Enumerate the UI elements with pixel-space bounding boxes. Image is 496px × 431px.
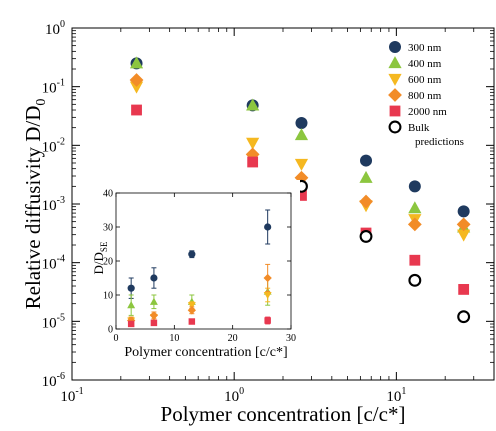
legend-marker (388, 120, 402, 134)
main-data-points (129, 56, 471, 324)
inset-axis-ticks: 0 10 20 30 0 10 20 30 40 (103, 189, 296, 345)
inset-x-tick-label: 0 (114, 333, 119, 344)
inset-data-point (264, 223, 272, 231)
data-point (408, 273, 422, 287)
legend-marker (388, 73, 402, 86)
data-point (131, 104, 142, 116)
data-point (246, 98, 260, 111)
inset-series-800-nm (127, 263, 272, 325)
legend-label: 2000 nm (408, 106, 447, 118)
inset-data-point (187, 302, 196, 310)
series-bulk-predictions (295, 179, 471, 324)
inset-x-tick-label: 30 (286, 333, 296, 344)
inset-y-tick-label: 20 (103, 257, 113, 268)
y-tick-label: 100 (45, 19, 65, 38)
inset-x-tick-label: 20 (228, 333, 238, 344)
legend: 300 nm 400 nm 600 nm 800 nm 2000 nm Bulk predi… (388, 41, 464, 148)
y-tick-label: 10-5 (42, 312, 65, 331)
data-point (129, 73, 144, 87)
legend-label: 800 nm (408, 90, 442, 102)
inset-data-point (149, 297, 158, 305)
inset-series-2000-nm (127, 316, 271, 328)
data-point (408, 180, 421, 193)
legend-label: 600 nm (408, 74, 442, 86)
inset-background (100, 180, 300, 365)
y-tick-label: 10-3 (42, 195, 65, 214)
legend-marker (389, 41, 401, 53)
y-tick-label: 10-6 (42, 371, 65, 390)
data-point (129, 56, 144, 69)
inset-data-point (187, 306, 196, 315)
x-tick-label: 101 (386, 386, 406, 405)
data-point (408, 201, 422, 214)
y-tick-label: 10-1 (42, 78, 65, 97)
main-y-axis-label: Relative diffusivity D/D0 (21, 99, 49, 310)
inset-data-point (150, 274, 158, 282)
inset-x-tick-label: 10 (169, 333, 179, 344)
data-point (359, 170, 373, 183)
inset-y-tick-label: 40 (103, 189, 113, 200)
data-point (246, 137, 260, 150)
legend-label: 400 nm (408, 58, 442, 70)
data-point (360, 154, 373, 167)
inset-data-point (127, 301, 136, 309)
inset-series-300-nm (127, 209, 272, 299)
data-point (294, 170, 309, 185)
inset-x-axis-label: Polymer concentration [c/c*] (124, 345, 287, 360)
inset-y-axis-label: D/DSE (91, 241, 109, 274)
data-point (296, 190, 307, 201)
inset-data-point (263, 291, 272, 300)
data-point (295, 117, 308, 130)
inset-data-point (264, 317, 271, 324)
inset-y-tick-label: 10 (103, 291, 113, 302)
data-point (457, 229, 471, 242)
inset-data-point (149, 311, 159, 320)
inset-y-tick-label: 0 (108, 325, 113, 336)
data-point (294, 158, 309, 171)
inset-data-point (188, 318, 196, 325)
legend-marker (388, 56, 402, 69)
data-point (456, 217, 471, 232)
data-point (457, 310, 471, 324)
inset-data-point (150, 319, 158, 327)
legend-label: Bulk (408, 122, 430, 134)
data-point (407, 217, 422, 232)
inset-y-tick-label: 30 (103, 223, 113, 234)
x-tick-label: 10-1 (60, 386, 83, 405)
data-point (359, 229, 373, 243)
main-x-axis-label: Polymer concentration [c/c*] (161, 402, 406, 426)
inset-data-point (188, 250, 196, 258)
legend-marker (388, 88, 402, 102)
legend-marker (389, 105, 401, 117)
legend-label-line2: predictions (415, 136, 464, 148)
data-point (129, 81, 144, 94)
data-point (458, 284, 470, 295)
data-point (359, 194, 373, 209)
data-point (294, 128, 309, 141)
inset-data-point (127, 320, 135, 328)
data-point (457, 205, 470, 218)
y-tick-label: 10-2 (42, 136, 65, 155)
data-point (409, 254, 421, 266)
data-point (247, 156, 259, 168)
legend-label: 300 nm (408, 42, 442, 54)
inset-data-point (263, 273, 272, 283)
y-tick-label: 10-4 (42, 254, 65, 273)
inset-data-points (127, 209, 272, 328)
inset-data-point (127, 284, 135, 292)
x-tick-label: 100 (224, 386, 244, 405)
